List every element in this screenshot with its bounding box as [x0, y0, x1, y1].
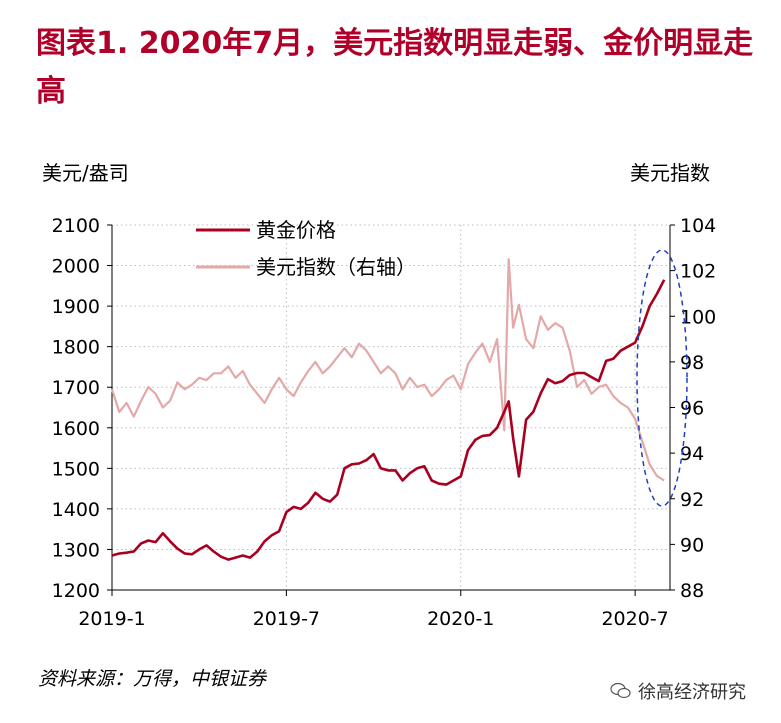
x-tick-label: 2020-7 — [601, 608, 668, 630]
left-axis-unit: 美元/盎司 — [42, 161, 129, 185]
series-line-dxy — [110, 258, 665, 482]
left-tick-label: 1400 — [52, 499, 100, 521]
right-tick-label: 102 — [680, 261, 716, 283]
right-tick-label: 90 — [680, 534, 704, 556]
right-tick-label: 88 — [680, 580, 704, 602]
series-lines — [110, 258, 666, 561]
grid — [112, 224, 670, 590]
legend-label-gold: 黄金价格 — [256, 218, 336, 242]
legend: 黄金价格 美元指数（右轴） — [196, 218, 416, 279]
watermark: 徐高经济研究 — [610, 678, 746, 704]
highlight-ellipse — [636, 249, 688, 507]
x-tick-label: 2020-1 — [427, 608, 494, 630]
left-tick-label: 2100 — [52, 215, 100, 237]
left-tick-label: 1700 — [52, 377, 100, 399]
left-tick-label: 1800 — [52, 337, 100, 359]
x-tick-label: 2019-7 — [253, 608, 320, 630]
source-note: 资料来源：万得，中银证券 — [38, 668, 267, 690]
left-tick-label: 1900 — [52, 296, 100, 318]
x-tick-label: 2019-1 — [78, 608, 145, 630]
left-tick-label: 1300 — [52, 539, 100, 561]
page-title: 图表1. 2020年7月，美元指数明显走弱、金价明显走高 — [36, 26, 754, 109]
right-axis-unit: 美元指数 — [630, 161, 710, 185]
right-tick-label: 98 — [680, 352, 704, 374]
legend-label-dxy: 美元指数（右轴） — [256, 255, 416, 279]
right-tick-label: 92 — [680, 489, 704, 511]
right-tick-label: 94 — [680, 443, 704, 465]
left-tick-label: 2000 — [52, 256, 100, 278]
wechat-icon — [610, 682, 631, 699]
watermark-text: 徐高经济研究 — [638, 682, 746, 703]
series-line-gold — [111, 279, 666, 561]
right-tick-label: 104 — [680, 215, 716, 237]
left-tick-label: 1600 — [52, 418, 100, 440]
axes: 2100 2000 1900 1800 1700 1600 1500 1400 1300 1200… — [52, 215, 717, 630]
right-tick-label: 96 — [680, 398, 704, 420]
right-tick-label: 100 — [680, 306, 716, 328]
left-tick-label: 1200 — [52, 580, 100, 602]
left-tick-label: 1500 — [52, 458, 100, 480]
